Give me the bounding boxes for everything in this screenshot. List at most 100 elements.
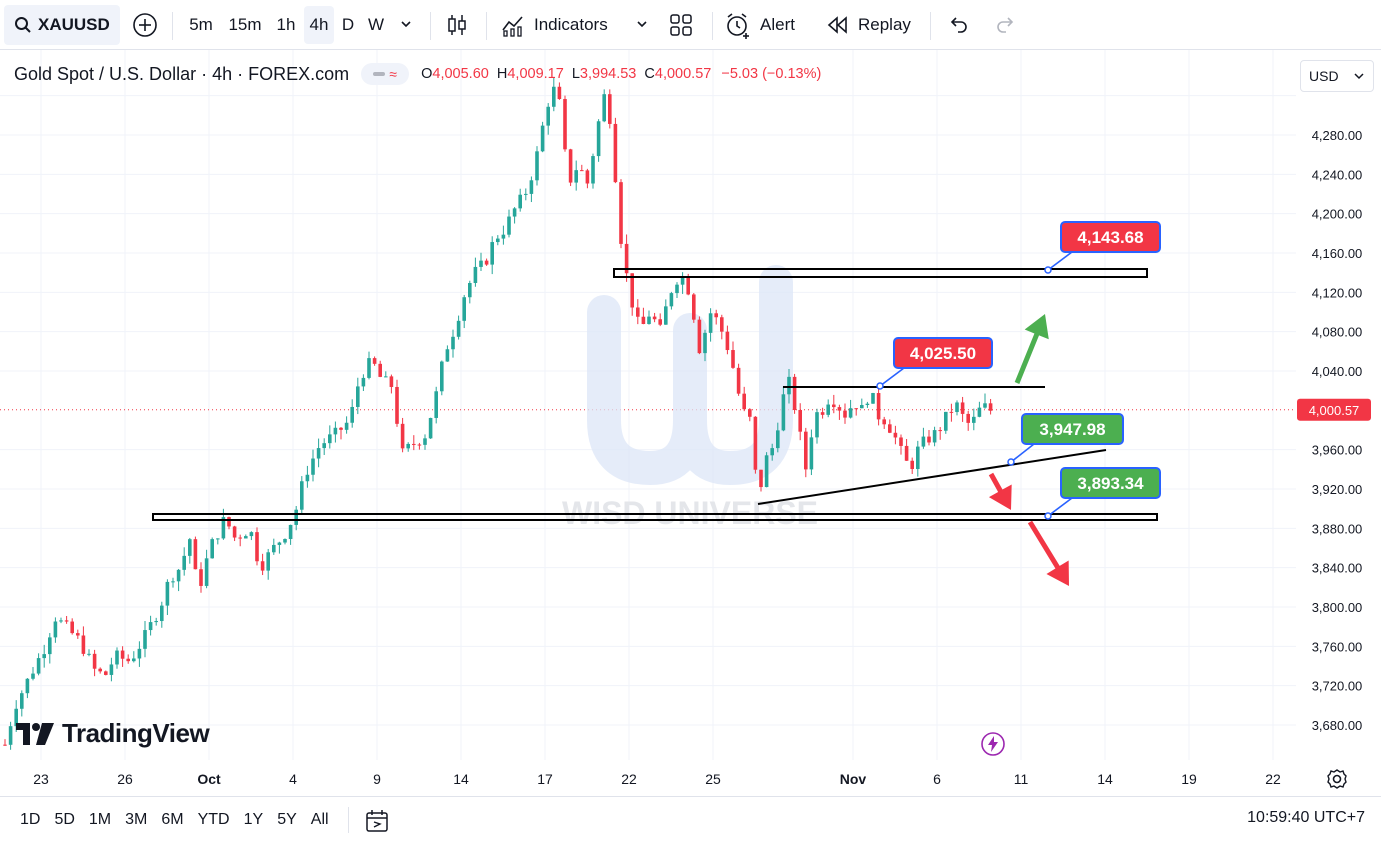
range-3m[interactable]: 3M [125, 811, 148, 828]
candle-body [92, 653, 97, 669]
range-5d[interactable]: 5D [54, 811, 75, 828]
candle-body [585, 170, 590, 184]
replay-button[interactable]: Replay [826, 6, 911, 44]
range-1d[interactable]: 1D [20, 811, 41, 828]
grid-icon [670, 14, 692, 36]
annotation-4025-label: 4,025.50 [910, 344, 976, 363]
candle-body [143, 630, 147, 649]
candle-body [339, 427, 343, 430]
time-tick-label: 6 [933, 771, 941, 787]
goto-date-button[interactable] [364, 808, 390, 839]
candle-body [384, 376, 388, 378]
candle-body [843, 410, 847, 418]
annotation-4025-connector [879, 367, 905, 387]
undo-icon [950, 17, 967, 33]
tradingview-logo[interactable]: TradingView [16, 718, 210, 749]
redo-button[interactable] [994, 13, 1018, 42]
range-1m[interactable]: 1M [88, 811, 112, 828]
templates-button[interactable] [668, 12, 694, 43]
clock[interactable]: 10:59:40 UTC+7 [1247, 809, 1365, 826]
candle-body [692, 294, 696, 320]
candle-body [759, 469, 763, 488]
candle-body [921, 436, 926, 447]
lightning-icon [981, 732, 1005, 756]
candle-body [165, 581, 170, 606]
candle-body [608, 94, 612, 124]
candle-body [832, 404, 836, 408]
price-tick-label: 3,720.00 [1312, 679, 1363, 694]
candle-body [8, 726, 13, 745]
price-chart[interactable]: WISD UNIVERSE 4,143.68 4,025.50 3,947.98 3,… [0, 50, 1381, 795]
candle-body [546, 106, 550, 126]
candle-body [104, 671, 108, 675]
ohlc-values: O4,005.60 H4,009.17 L3,994.53 C4,000.57 … [417, 66, 821, 82]
time-tick-label: 22 [1265, 771, 1281, 787]
candle-body [860, 405, 864, 409]
symbol-title[interactable]: Gold Spot / U.S. Dollar · 4h · FOREX.com [14, 63, 350, 84]
symbol-search-button[interactable]: XAUUSD [4, 5, 120, 45]
interval-5m[interactable]: 5m [189, 15, 213, 34]
candle-body [484, 260, 489, 265]
range-5y[interactable]: 5Y [277, 811, 297, 828]
interval-w[interactable]: W [367, 15, 385, 34]
candle-body [176, 569, 181, 582]
add-symbol-button[interactable] [132, 12, 158, 43]
candle-body [658, 319, 662, 325]
candle-body [42, 654, 46, 659]
interval-dropdown[interactable] [398, 16, 414, 37]
time-tick-label: 9 [373, 771, 381, 787]
interval-1h[interactable]: 1h [276, 15, 296, 34]
axis-settings-button[interactable] [1326, 768, 1348, 795]
alert-button[interactable]: Alert [724, 6, 795, 44]
candle-body [456, 320, 461, 337]
candle-body [148, 622, 153, 631]
chevron-down-icon [401, 21, 411, 28]
candle-body [389, 376, 394, 387]
candle-body [31, 673, 35, 679]
indicators-dropdown[interactable] [634, 16, 650, 37]
candle-body [972, 416, 976, 423]
candle-body [462, 297, 466, 321]
candle-body [955, 402, 959, 413]
currency-select[interactable]: USD [1300, 60, 1374, 92]
candle-body [496, 238, 500, 243]
annotation-4143-anchor [1044, 266, 1052, 274]
rewind-icon [827, 16, 847, 34]
candle-body [736, 367, 741, 394]
candle-body [876, 393, 881, 420]
annotation-3947-box [1021, 413, 1124, 445]
time-tick-label: Nov [840, 771, 867, 787]
close-key: C [644, 66, 655, 82]
candle-body [423, 438, 427, 445]
candle-body [260, 561, 265, 571]
price-axis: 4,280.00 4,240.00 4,200.00 4,160.00 4,120.00… [1296, 50, 1381, 760]
flash-button[interactable] [980, 731, 1006, 762]
candle-body [395, 386, 399, 424]
range-1y[interactable]: 1Y [243, 811, 264, 828]
interval-15m[interactable]: 15m [228, 15, 262, 34]
alert-label: Alert [760, 15, 795, 34]
price-tick-label: 4,240.00 [1312, 167, 1363, 182]
bearish-arrow-2 [1027, 520, 1069, 586]
candle-body [361, 377, 366, 387]
time-tick-label: 19 [1181, 771, 1197, 787]
interval-d[interactable]: D [341, 15, 355, 34]
candle-body [781, 394, 786, 431]
range-6m[interactable]: 6M [161, 811, 184, 828]
time-tick-label: Oct [197, 771, 221, 787]
interval-4h[interactable]: 4h [304, 6, 334, 44]
support-zone [152, 513, 1158, 521]
chart-type-button[interactable] [444, 12, 470, 43]
candle-body [641, 316, 646, 325]
range-ytd[interactable]: YTD [197, 811, 230, 828]
range-all[interactable]: All [310, 811, 329, 828]
indicators-button[interactable]: Indicators [500, 6, 608, 44]
candle-body [596, 121, 601, 157]
undo-button[interactable] [946, 13, 970, 42]
candle-body [927, 436, 931, 443]
legend-toggle[interactable]: ≈ [361, 63, 410, 85]
divider [172, 12, 173, 40]
candle-body [988, 403, 993, 411]
annotation-4025-anchor [876, 382, 884, 390]
calendar-icon [366, 810, 388, 832]
